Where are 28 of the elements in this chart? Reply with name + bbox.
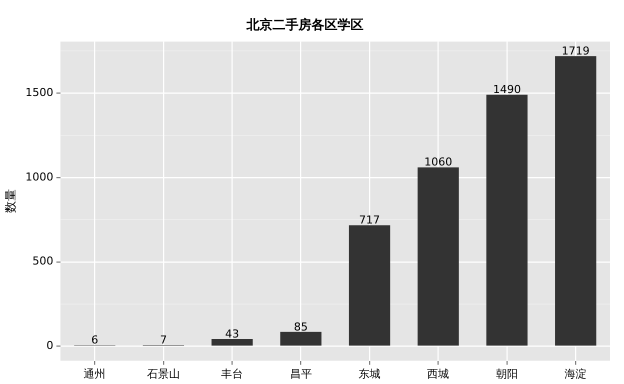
bar <box>486 94 528 346</box>
data-label: 717 <box>359 214 380 227</box>
x-tick-label: 丰台 <box>221 367 244 380</box>
data-label: 1719 <box>562 44 590 58</box>
y-axis-title: 数量 <box>3 189 18 214</box>
x-tick-label: 朝阳 <box>496 367 518 380</box>
data-label: 85 <box>294 320 308 334</box>
x-tick-label: 海淀 <box>564 367 587 380</box>
bar <box>280 332 322 346</box>
y-tick-label: 1000 <box>25 170 54 184</box>
data-label: 7 <box>160 333 167 346</box>
y-tick-label: 0 <box>46 339 54 352</box>
x-tick-label: 通州 <box>84 367 106 380</box>
bar <box>348 225 390 346</box>
bar <box>418 167 459 346</box>
data-label: 1060 <box>424 156 452 169</box>
x-tick-label: 东城 <box>358 367 381 380</box>
bar <box>212 339 253 346</box>
chart-title: 北京二手房各区学区 <box>246 17 364 34</box>
bar <box>555 56 596 346</box>
y-tick-label: 500 <box>32 254 54 268</box>
data-label: 1490 <box>492 83 521 96</box>
data-label: 6 <box>91 334 98 347</box>
x-tick-label: 石景山 <box>146 367 180 380</box>
y-tick-label: 1500 <box>25 86 54 99</box>
x-tick-label: 西城 <box>427 367 450 380</box>
data-label: 43 <box>225 327 240 340</box>
x-tick-label: 昌平 <box>290 367 312 380</box>
